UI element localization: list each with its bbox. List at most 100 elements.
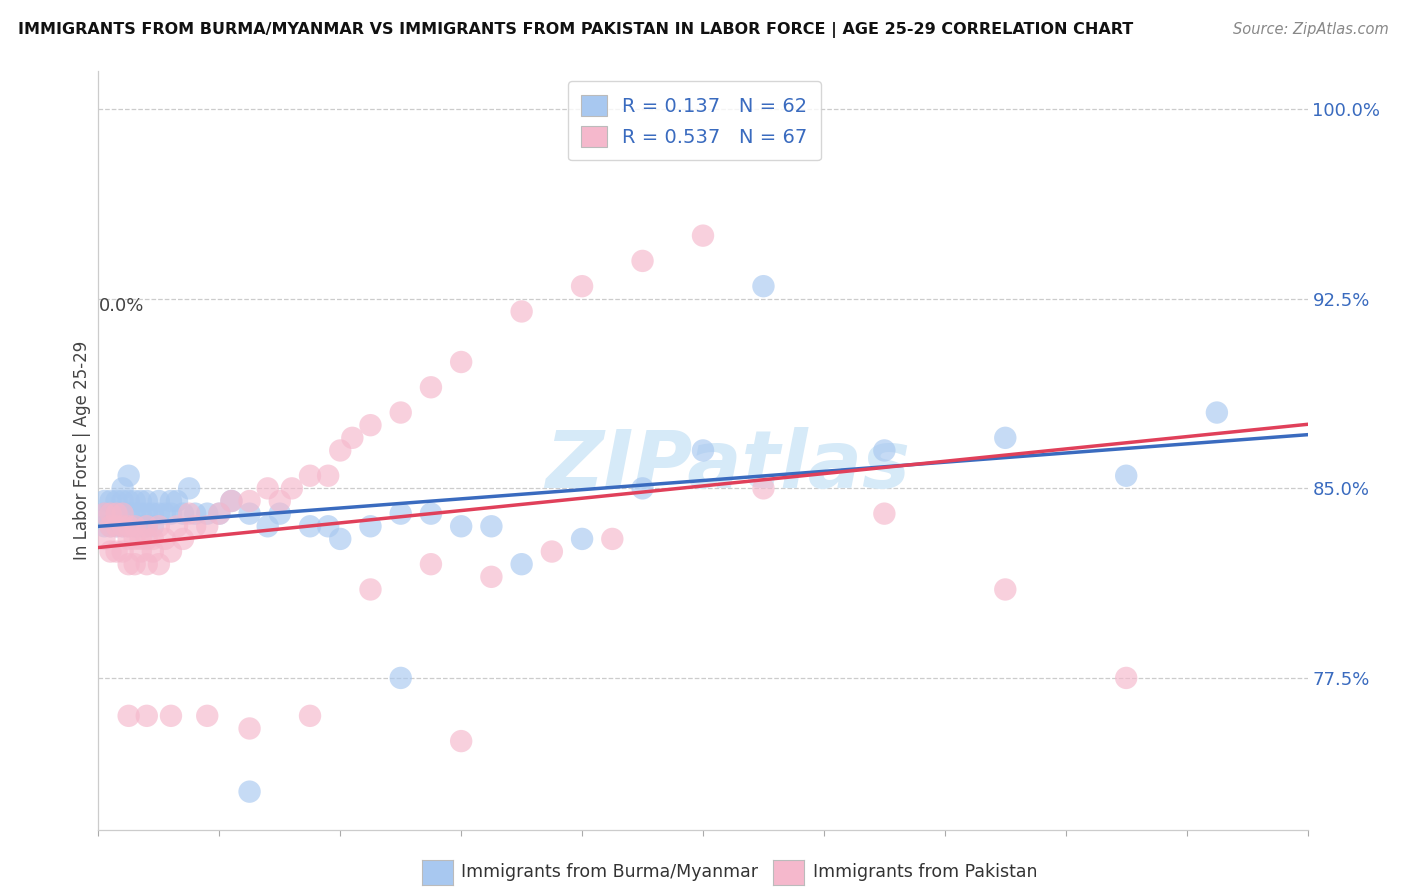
Point [420, 380, 443, 394]
Point [118, 557, 141, 571]
Point [166, 519, 188, 533]
Point [184, 507, 207, 521]
Point [124, 519, 146, 533]
Point [111, 519, 134, 533]
Point [118, 519, 141, 533]
Point [239, 507, 262, 521]
Point [148, 507, 170, 521]
Point [166, 494, 188, 508]
Point [360, 418, 382, 433]
Point [135, 519, 157, 533]
Point [105, 507, 128, 521]
Point [329, 532, 352, 546]
Point [571, 532, 593, 546]
Point [179, 507, 201, 521]
Point [160, 708, 183, 723]
Point [111, 507, 134, 521]
Point [111, 544, 134, 558]
Legend: R = 0.137   N = 62, R = 0.537   N = 67: R = 0.137 N = 62, R = 0.537 N = 67 [568, 81, 821, 161]
Point [111, 494, 134, 508]
Point [129, 544, 152, 558]
Point [299, 468, 322, 483]
Point [160, 507, 183, 521]
Point [510, 304, 533, 318]
Point [299, 519, 322, 533]
Point [631, 254, 654, 268]
Point [540, 544, 562, 558]
Point [118, 519, 141, 533]
Point [100, 519, 122, 533]
Point [105, 519, 128, 533]
Point [420, 557, 443, 571]
Point [389, 405, 412, 419]
Point [142, 507, 165, 521]
Point [105, 494, 128, 508]
Point [299, 708, 322, 723]
Text: ZIPatlas: ZIPatlas [544, 426, 910, 505]
Point [93, 532, 115, 546]
Point [118, 468, 141, 483]
Point [571, 279, 593, 293]
Point [450, 734, 472, 748]
Point [510, 557, 533, 571]
Point [118, 507, 141, 521]
Point [100, 544, 122, 558]
Point [256, 519, 278, 533]
Point [208, 507, 231, 521]
Point [269, 507, 291, 521]
Point [256, 482, 278, 496]
Text: Source: ZipAtlas.com: Source: ZipAtlas.com [1233, 22, 1389, 37]
Point [148, 494, 170, 508]
Point [360, 519, 382, 533]
Point [994, 431, 1017, 445]
Point [142, 519, 165, 533]
Point [118, 532, 141, 546]
Point [221, 494, 243, 508]
Point [239, 494, 262, 508]
Point [100, 507, 122, 521]
Point [631, 482, 654, 496]
Point [195, 507, 218, 521]
Point [124, 557, 146, 571]
Point [142, 544, 165, 558]
Point [239, 784, 262, 798]
Point [450, 519, 472, 533]
Point [135, 557, 157, 571]
Point [148, 519, 170, 533]
Point [184, 519, 207, 533]
Point [129, 507, 152, 521]
Point [111, 507, 134, 521]
Point [994, 582, 1017, 597]
Point [100, 494, 122, 508]
Point [93, 507, 115, 521]
Point [148, 557, 170, 571]
Text: IMMIGRANTS FROM BURMA/MYANMAR VS IMMIGRANTS FROM PAKISTAN IN LABOR FORCE | AGE 2: IMMIGRANTS FROM BURMA/MYANMAR VS IMMIGRA… [18, 22, 1133, 38]
Point [135, 494, 157, 508]
Point [179, 482, 201, 496]
Point [873, 507, 896, 521]
Point [129, 532, 152, 546]
Point [221, 494, 243, 508]
Point [105, 507, 128, 521]
Point [342, 431, 364, 445]
Point [172, 532, 194, 546]
Point [118, 494, 141, 508]
Point [135, 507, 157, 521]
Point [160, 544, 183, 558]
Text: Immigrants from Pakistan: Immigrants from Pakistan [813, 863, 1038, 881]
Point [124, 507, 146, 521]
Point [752, 279, 775, 293]
Point [316, 468, 339, 483]
Point [692, 228, 714, 243]
Point [420, 507, 443, 521]
Point [172, 507, 194, 521]
Point [100, 507, 122, 521]
Y-axis label: In Labor Force | Age 25-29: In Labor Force | Age 25-29 [73, 341, 91, 560]
Text: 0.0%: 0.0% [98, 296, 143, 315]
Point [111, 482, 134, 496]
Point [1115, 468, 1137, 483]
Point [135, 519, 157, 533]
Point [111, 519, 134, 533]
Point [93, 519, 115, 533]
Point [135, 708, 157, 723]
